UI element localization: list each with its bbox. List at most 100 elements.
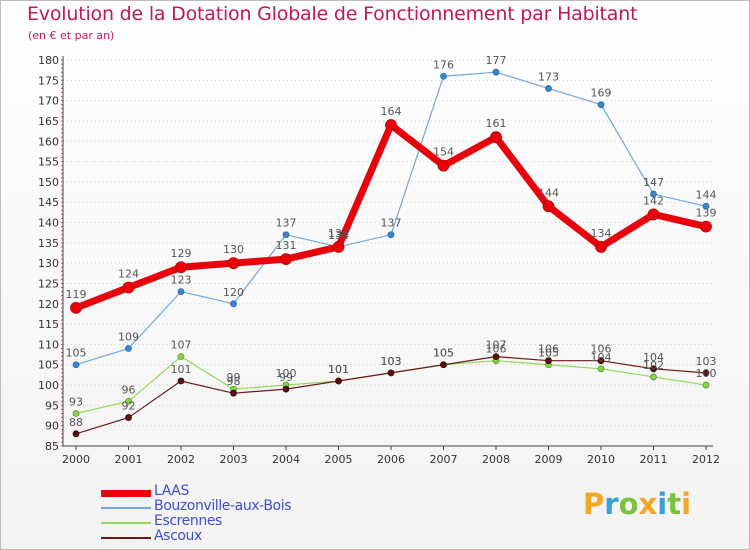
- x-tick-label: 2005: [325, 453, 353, 466]
- data-point: [542, 200, 555, 213]
- y-tick-label: 85: [45, 440, 59, 453]
- data-label: 161: [486, 117, 507, 130]
- data-point: [72, 410, 80, 417]
- data-label: 130: [223, 243, 244, 256]
- data-point: [177, 353, 185, 361]
- data-label: 96: [122, 383, 136, 396]
- data-label: 100: [696, 367, 717, 380]
- y-tick-label: 110: [38, 338, 59, 351]
- data-point: [702, 202, 710, 210]
- data-point: [125, 345, 132, 352]
- data-point: [122, 281, 135, 294]
- data-label: 134: [328, 229, 349, 242]
- x-tick-label: 2009: [535, 453, 563, 466]
- data-label: 99: [279, 371, 293, 384]
- data-point: [280, 253, 292, 265]
- brand-letter: i: [657, 487, 668, 521]
- data-label: 119: [66, 288, 87, 301]
- data-label: 107: [486, 339, 507, 352]
- data-point: [70, 301, 82, 314]
- data-point: [72, 430, 80, 438]
- x-tick-label: 2002: [167, 453, 195, 466]
- data-point: [490, 131, 502, 144]
- y-tick-label: 160: [38, 135, 59, 148]
- y-tick-label: 170: [38, 95, 59, 108]
- data-point: [387, 231, 395, 239]
- y-tick-label: 145: [38, 196, 59, 209]
- x-tick-label: 2010: [587, 453, 615, 466]
- data-label: 147: [643, 176, 664, 189]
- x-tick-label: 2007: [430, 453, 458, 466]
- data-label: 137: [276, 217, 297, 230]
- brand-letter: P: [583, 487, 605, 521]
- data-label: 101: [328, 363, 349, 376]
- data-label: 103: [381, 355, 402, 368]
- y-tick-label: 130: [38, 257, 59, 270]
- x-tick-label: 2001: [115, 453, 143, 466]
- data-point: [647, 208, 660, 221]
- legend-item: Bouzonville-aux-Bois: [101, 498, 361, 515]
- brand-letter: r: [604, 487, 619, 521]
- data-point: [492, 68, 500, 76]
- data-label: 124: [118, 268, 139, 281]
- data-point: [702, 381, 710, 389]
- data-label: 105: [66, 347, 87, 360]
- data-label: 176: [433, 58, 454, 71]
- data-point: [282, 231, 290, 239]
- data-label: 105: [538, 347, 559, 360]
- data-label: 103: [381, 355, 402, 368]
- legend-swatch: [101, 507, 151, 509]
- data-point: [702, 369, 710, 377]
- legend-item: Escrennes: [101, 513, 361, 530]
- legend-swatch: [101, 522, 151, 524]
- y-tick-label: 135: [38, 237, 59, 250]
- data-label: 105: [433, 347, 454, 360]
- data-label: 109: [118, 330, 139, 343]
- y-tick-label: 100: [38, 379, 59, 392]
- data-point: [125, 414, 132, 421]
- data-label: 134: [591, 227, 612, 240]
- y-tick-label: 115: [38, 318, 59, 331]
- data-label: 129: [171, 247, 192, 260]
- data-label: 103: [696, 355, 717, 368]
- data-label: 93: [69, 395, 83, 408]
- data-label: 92: [122, 400, 136, 413]
- data-label: 144: [696, 188, 717, 201]
- data-label: 105: [433, 347, 454, 360]
- x-tick-label: 2008: [482, 453, 510, 466]
- x-tick-label: 2004: [272, 453, 300, 466]
- data-label: 88: [69, 416, 83, 429]
- brand-letter: x: [638, 487, 658, 521]
- legend-label: Ascoux: [154, 528, 202, 544]
- brand-letter: t: [667, 487, 682, 521]
- legend-swatch: [101, 489, 151, 497]
- data-point: [125, 397, 132, 405]
- data-point: [700, 220, 712, 233]
- data-label: 104: [643, 351, 664, 364]
- data-label: 104: [591, 351, 612, 364]
- data-point: [230, 389, 237, 397]
- data-point: [595, 241, 607, 253]
- data-label: 139: [696, 207, 717, 220]
- data-label: 106: [538, 343, 559, 356]
- data-point: [177, 288, 185, 296]
- data-point: [72, 361, 80, 369]
- data-point: [440, 72, 447, 80]
- data-label: 154: [433, 146, 454, 159]
- data-label: 144: [538, 186, 559, 199]
- data-label: 98: [227, 375, 241, 388]
- x-tick-label: 2006: [377, 453, 405, 466]
- x-tick-label: 2011: [640, 453, 668, 466]
- legend-label: LAAS: [154, 483, 189, 499]
- legend-label: Bouzonville-aux-Bois: [154, 498, 292, 514]
- data-label: 120: [223, 286, 244, 299]
- chart-title: Evolution de la Dotation Globale de Fonc…: [27, 3, 638, 25]
- data-point: [597, 101, 605, 109]
- data-point: [385, 119, 397, 131]
- x-tick-label: 2003: [220, 453, 248, 466]
- brand-logo: Proxiti: [583, 487, 691, 521]
- legend-item: Ascoux: [101, 528, 361, 545]
- y-tick-label: 125: [38, 277, 59, 290]
